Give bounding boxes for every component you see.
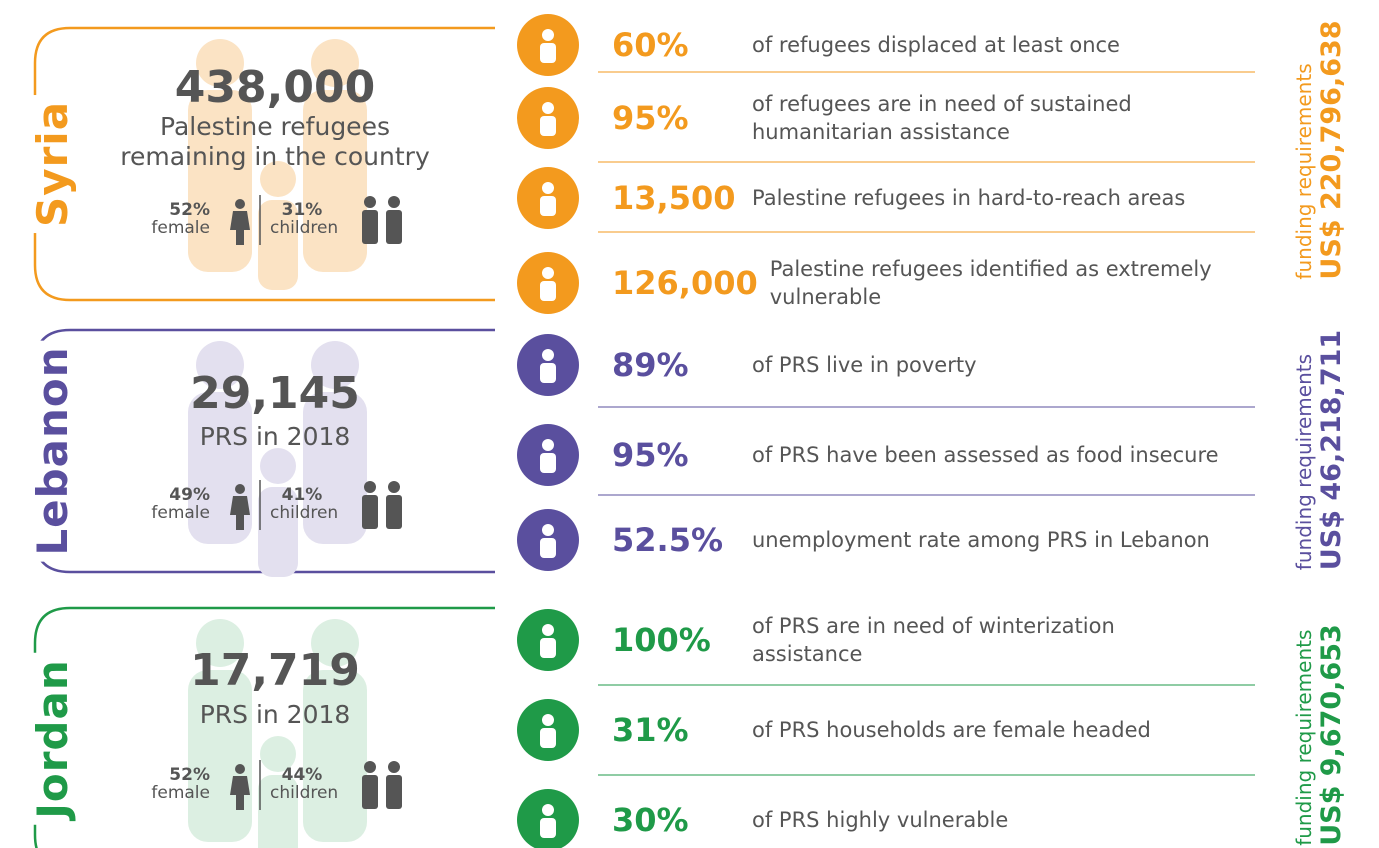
stat-icon-glyph	[542, 267, 554, 279]
children-icon	[386, 495, 402, 529]
stat-icon-glyph	[542, 439, 554, 451]
stat-value: 30%	[612, 801, 740, 839]
stat-icon-glyph	[542, 524, 554, 536]
female-icon	[235, 484, 245, 494]
stat-row: 30% of PRS highly vulnerable	[612, 785, 1222, 848]
refugee-subtitle: PRS in 2018	[95, 700, 455, 730]
funding-label: funding requirements	[1292, 624, 1316, 846]
stat-value: 52.5%	[612, 521, 740, 559]
stat-icon-glyph	[540, 453, 556, 473]
stat-icon-glyph	[542, 102, 554, 114]
stat-icon-glyph	[540, 116, 556, 136]
infographic: Syria 438,000Palestine refugees remaining…	[0, 0, 1379, 848]
female-label: female	[150, 503, 210, 523]
stat-text: of refugees are in need of sustained hum…	[752, 90, 1222, 146]
stat-icon-glyph	[542, 182, 554, 194]
stat-value: 31%	[612, 711, 740, 749]
stat-icon-glyph	[540, 728, 556, 748]
stat-value: 95%	[612, 436, 740, 474]
stat-text: unemployment rate among PRS in Lebanon	[752, 526, 1222, 554]
children-icon	[362, 495, 378, 529]
funding-amount: US$ 9,670,653	[1316, 624, 1347, 846]
female-pct: 52%	[150, 200, 210, 220]
funding-amount: US$ 46,218,711	[1316, 330, 1347, 570]
refugee-subtitle: Palestine refugees remaining in the coun…	[95, 112, 455, 172]
children-pct: 44%	[272, 765, 332, 785]
stat-text: of refugees displaced at least once	[752, 31, 1222, 59]
stat-value: 89%	[612, 346, 740, 384]
funding-amount: US$ 220,796,638	[1316, 20, 1347, 279]
female-label: female	[150, 218, 210, 238]
stat-row: 95% of refugees are in need of sustained …	[612, 83, 1222, 153]
stat-row: 100% of PRS are in need of winterization …	[612, 605, 1222, 675]
stat-icon-glyph	[540, 196, 556, 216]
funding-label: funding requirements	[1292, 20, 1316, 279]
female-label: female	[150, 783, 210, 803]
female-icon	[235, 199, 245, 209]
country-name: Syria	[28, 95, 77, 233]
female-pct: 52%	[150, 765, 210, 785]
silhouette	[260, 448, 296, 484]
stat-value: 100%	[612, 621, 740, 659]
children-icon	[364, 761, 376, 773]
country-name: Lebanon	[28, 340, 77, 561]
country-name: Jordan	[28, 653, 77, 825]
stat-text: of PRS households are female headed	[752, 716, 1222, 744]
stat-icon-glyph	[542, 29, 554, 41]
children-icon	[364, 481, 376, 493]
stat-row: 95% of PRS have been assessed as food ins…	[612, 420, 1222, 490]
stat-text: of PRS highly vulnerable	[752, 806, 1222, 834]
children-icon	[388, 481, 400, 493]
stat-row: 126,000 Palestine refugees identified as …	[612, 248, 1240, 318]
stat-value: 126,000	[612, 264, 758, 302]
children-icon	[362, 775, 378, 809]
stat-row: 31% of PRS households are female headed	[612, 695, 1222, 765]
refugee-total: 17,719	[95, 645, 455, 696]
stat-icon-glyph	[542, 714, 554, 726]
stat-row: 52.5% unemployment rate among PRS in Leba…	[612, 505, 1222, 575]
stat-icon-glyph	[542, 349, 554, 361]
stat-icon-glyph	[540, 281, 556, 301]
children-icon	[386, 210, 402, 244]
stat-icon-glyph	[540, 818, 556, 838]
stat-value: 60%	[612, 26, 740, 64]
children-icon	[388, 761, 400, 773]
stat-icon-glyph	[540, 43, 556, 63]
stat-text: Palestine refugees in hard-to-reach area…	[752, 184, 1222, 212]
funding-label: funding requirements	[1292, 330, 1316, 570]
female-pct: 49%	[150, 485, 210, 505]
children-pct: 31%	[272, 200, 332, 220]
children-icon	[364, 196, 376, 208]
stat-icon-glyph	[542, 804, 554, 816]
children-pct: 41%	[272, 485, 332, 505]
stat-icon-glyph	[540, 638, 556, 658]
stat-row: 89% of PRS live in poverty	[612, 330, 1222, 400]
stat-icon-glyph	[540, 363, 556, 383]
children-icon	[388, 196, 400, 208]
stat-text: of PRS are in need of winterization assi…	[752, 612, 1222, 668]
children-label: children	[270, 503, 338, 523]
stat-icon-glyph	[540, 538, 556, 558]
stat-text: Palestine refugees identified as extreme…	[770, 255, 1240, 311]
stat-value: 13,500	[612, 179, 740, 217]
stat-icon-glyph	[542, 624, 554, 636]
refugee-subtitle: PRS in 2018	[95, 422, 455, 452]
refugee-total: 438,000	[95, 62, 455, 113]
children-label: children	[270, 783, 338, 803]
children-label: children	[270, 218, 338, 238]
stat-value: 95%	[612, 99, 740, 137]
female-icon	[235, 764, 245, 774]
children-icon	[362, 210, 378, 244]
stat-text: of PRS live in poverty	[752, 351, 1222, 379]
stat-text: of PRS have been assessed as food insecu…	[752, 441, 1222, 469]
refugee-total: 29,145	[95, 368, 455, 419]
children-icon	[386, 775, 402, 809]
stat-row: 13,500 Palestine refugees in hard-to-reac…	[612, 163, 1222, 233]
stat-row: 60% of refugees displaced at least once	[612, 10, 1222, 80]
